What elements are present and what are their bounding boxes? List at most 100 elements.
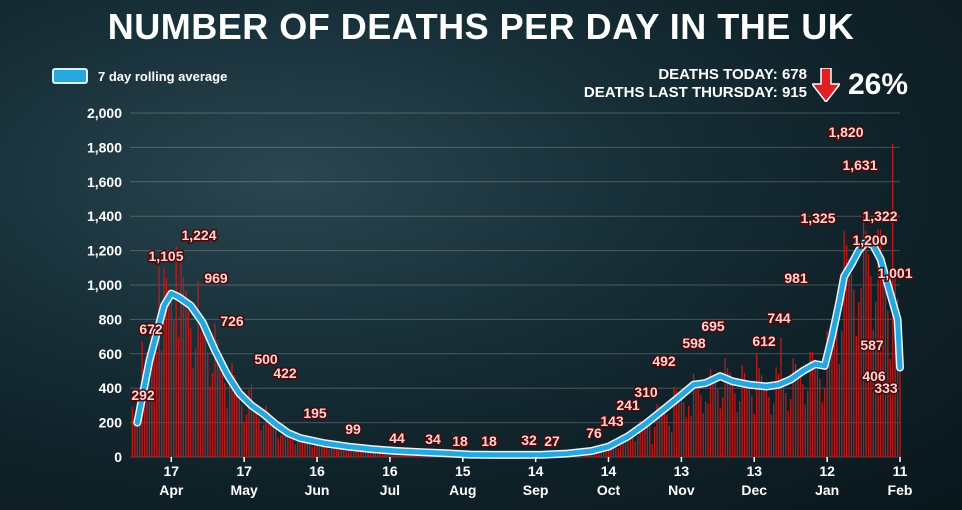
bar [292,438,294,457]
bar [272,423,274,457]
bar [260,430,262,457]
bar [335,443,338,457]
bar [705,401,707,457]
x-tick-day: 17 [164,463,180,479]
bar [702,412,704,457]
down-arrow-icon [812,68,840,102]
data-label: 500 [254,351,278,367]
bar [377,450,379,457]
bar [872,330,874,457]
bar [241,404,243,457]
bar [697,387,700,457]
y-tick-label: 1,600 [87,174,122,190]
bar [858,302,860,457]
bar [816,369,819,457]
y-tick-label: 600 [99,346,123,362]
bar [875,301,877,457]
bar [168,289,170,457]
bar [357,448,359,457]
x-tick-day: 13 [674,463,690,479]
bar [275,423,277,457]
data-label: 612 [752,333,776,349]
data-label: 18 [481,433,497,449]
bar [262,424,265,457]
data-label: 744 [767,310,791,326]
bar [214,323,216,457]
data-label: 598 [682,335,706,351]
bar [724,358,726,457]
bar [209,386,211,457]
data-label: 310 [634,384,658,400]
bar [593,452,595,457]
bar [726,367,729,457]
data-label: 695 [701,318,725,334]
x-tick-month: Oct [597,482,621,498]
data-label: 76 [586,425,602,441]
x-tick-day: 17 [236,463,252,479]
data-label: 1,001 [877,265,912,281]
data-label: 587 [860,337,884,353]
bar [190,328,192,457]
bar [338,444,340,457]
bar [221,369,223,457]
bar [777,373,780,457]
bar [224,382,226,457]
bar [753,413,755,457]
x-tick-month: Jun [305,482,330,498]
bar [194,348,197,457]
bar [173,319,175,457]
bar [680,398,683,457]
bar [848,258,850,457]
bar [658,406,661,457]
bar [865,231,867,457]
bar [850,273,853,457]
bar [333,441,335,457]
bar [258,417,260,457]
x-tick-day: 11 [893,463,908,479]
data-label: 32 [521,432,537,448]
bar [896,298,899,457]
bar [651,443,653,457]
bar [894,274,896,457]
bar [160,350,163,457]
bar [265,405,267,457]
x-tick-day: 16 [382,463,398,479]
bar [304,438,306,457]
bar [743,372,746,457]
bar [692,373,695,457]
bar [134,420,136,457]
bar [758,367,760,457]
bar [678,394,680,457]
rolling-average [133,238,904,459]
data-label: 1,325 [800,210,835,226]
bar [355,446,357,457]
bar [296,442,299,457]
bar [192,368,194,457]
data-label: 1,322 [862,208,897,224]
bar [756,354,758,457]
bar [231,363,233,457]
bar [139,417,141,457]
bar [197,280,199,457]
bar [343,447,345,457]
data-label: 143 [600,413,624,429]
bar [617,447,619,457]
bar [797,370,799,457]
bar [646,424,649,457]
bar [347,449,350,457]
bars [131,143,901,457]
bar [729,372,731,457]
bar [131,406,134,457]
x-tick-month: Apr [159,482,184,498]
bar [323,443,325,457]
bar [282,422,284,457]
bar [165,278,168,457]
bar [309,442,311,457]
bar [236,386,238,457]
data-label: 726 [220,313,244,329]
data-label: 422 [273,365,297,381]
bar [151,346,153,457]
